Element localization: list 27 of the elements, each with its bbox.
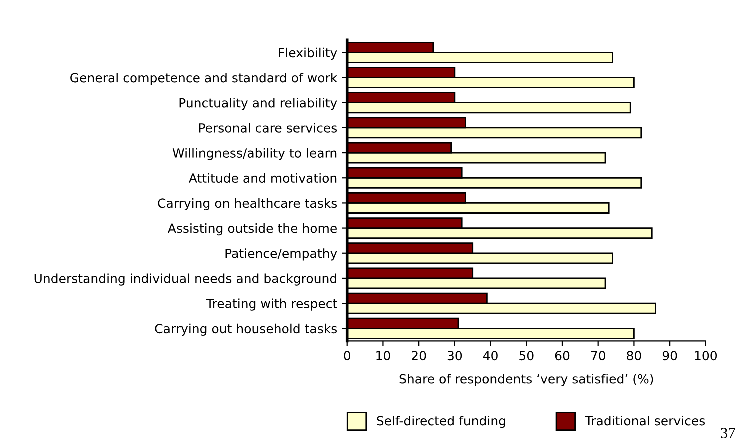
y-tick-label: Carrying on healthcare tasks bbox=[158, 198, 338, 211]
legend-label: Self-directed funding bbox=[377, 416, 506, 428]
y-tick-label: Personal care services bbox=[199, 123, 338, 133]
x-tick-label: 70 bbox=[591, 351, 606, 361]
y-tick-label: Treating with respect bbox=[206, 298, 338, 311]
x-tick-label: 40 bbox=[483, 351, 498, 361]
x-axis-title: Share of respondents ‘very satisfied’ (%) bbox=[400, 374, 654, 386]
x-tick-label: 10 bbox=[376, 351, 390, 361]
legend-label: Traditional services bbox=[585, 416, 706, 426]
x-tick-label: 30 bbox=[448, 351, 462, 361]
y-tick-label: General competence and standard of work bbox=[70, 73, 338, 86]
text: 37 bbox=[721, 428, 736, 438]
y-tick-label: Flexibility bbox=[279, 48, 338, 60]
x-tick-label: 60 bbox=[555, 351, 570, 361]
y-tick-label: Willingness/ability to learn bbox=[172, 148, 337, 160]
y-tick-label: Attitude and motivation bbox=[189, 173, 337, 184]
y-tick-label: Carrying out household tasks bbox=[155, 324, 338, 336]
x-tick-label: 80 bbox=[627, 351, 642, 361]
y-tick-label: Punctuality and reliability bbox=[180, 98, 338, 110]
y-tick-label: Patience/empathy bbox=[226, 248, 338, 261]
x-tick-label: 90 bbox=[662, 351, 678, 361]
y-tick-label: Assisting outside the home bbox=[168, 224, 337, 236]
x-tick-label: 20 bbox=[412, 351, 426, 361]
x-tick-label: 50 bbox=[520, 351, 534, 361]
y-tick-label: Understanding individual needs and background bbox=[34, 274, 336, 286]
x-tick-label: 0 bbox=[344, 351, 350, 361]
x-tick-label: 100 bbox=[695, 351, 718, 361]
